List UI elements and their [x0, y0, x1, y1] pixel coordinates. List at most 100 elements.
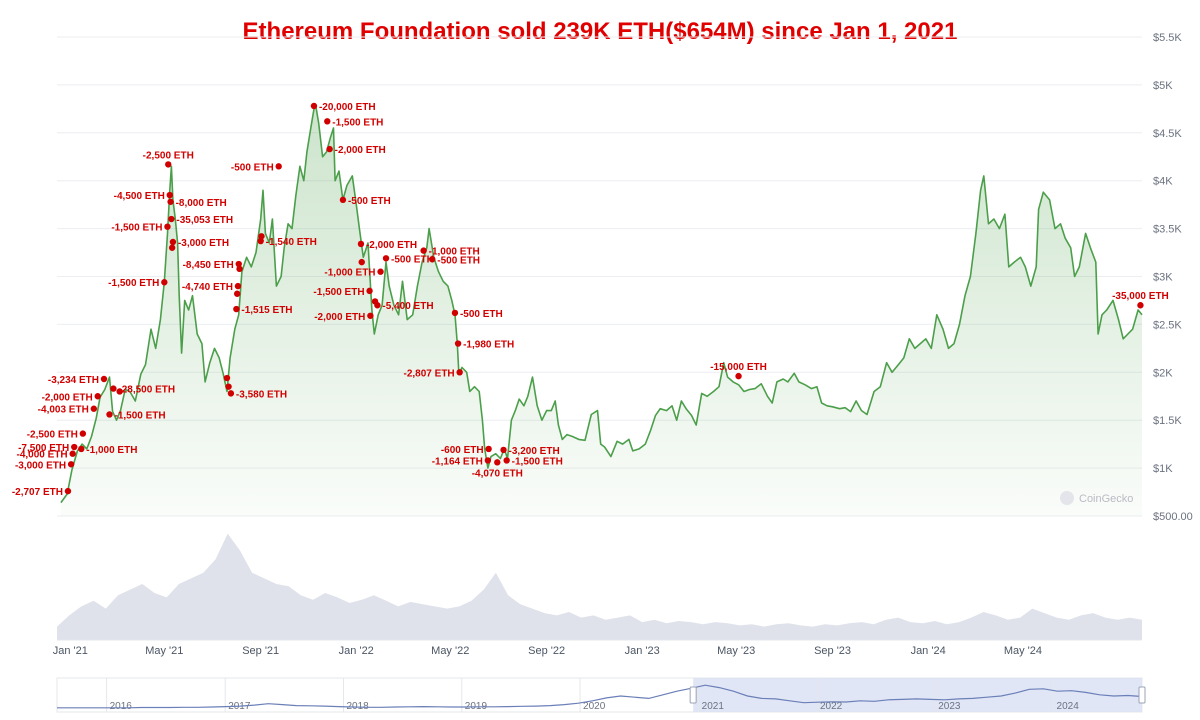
sale-label: -2,807 ETH: [404, 368, 455, 379]
sale-marker: [485, 445, 492, 453]
sale-label: -600 ETH: [441, 445, 484, 456]
navigator-line: [57, 684, 1143, 709]
sale-label: -2,500 ETH: [143, 150, 194, 161]
sale-label: -1,500 ETH: [512, 456, 563, 467]
navigator-selection: [693, 678, 1142, 712]
sale-marker: [339, 196, 347, 204]
navigator-handle-left[interactable]: [689, 686, 697, 704]
sale-marker: [94, 393, 101, 400]
sale-label: -2,000 ETH: [42, 392, 93, 403]
sale-label: -500 ETH: [460, 309, 503, 320]
sale-marker: [374, 302, 381, 309]
x-tick-label: Jan '23: [625, 645, 660, 657]
sale-label: -500 ETH: [437, 255, 480, 266]
sale-marker: [357, 240, 365, 248]
sale-marker: [79, 430, 87, 437]
sale-label: -1,515 ETH: [241, 305, 292, 316]
sale-marker: [165, 161, 172, 168]
sale-label: -2,000 ETH: [314, 312, 365, 323]
sale-marker: [161, 279, 168, 286]
navigator-year-label: 2023: [938, 701, 961, 712]
navigator-year-label: 2016: [110, 701, 133, 712]
sale-label: -15,000 ETH: [710, 362, 767, 373]
sale-marker: [67, 461, 75, 468]
sale-label: -28,500 ETH: [118, 385, 175, 396]
sale-marker: [377, 268, 384, 275]
sale-label: -1,980 ETH: [463, 340, 514, 351]
sale-label: -4,003 ETH: [38, 405, 89, 416]
sale-label: -1,500 ETH: [114, 410, 165, 421]
sale-marker: [257, 237, 264, 245]
sale-label: -3,200 ETH: [509, 446, 560, 457]
sale-label: -35,000 ETH: [1112, 291, 1169, 302]
sale-marker: [106, 411, 113, 418]
sale-marker: [503, 457, 510, 464]
sale-marker: [110, 385, 117, 392]
sale-marker: [69, 450, 76, 457]
sale-label: -500 ETH: [231, 162, 274, 173]
sale-marker: [235, 260, 242, 268]
navigator-handle-right[interactable]: [1138, 686, 1146, 704]
y-tick-label: $2K: [1153, 367, 1173, 379]
sale-marker: [166, 191, 174, 199]
x-tick-label: May '24: [1004, 645, 1042, 657]
y-tick-label: $4K: [1153, 176, 1173, 188]
y-tick-label: $5K: [1153, 80, 1173, 92]
sale-marker: [326, 145, 333, 153]
sale-label: -2,500 ETH: [27, 430, 78, 441]
sale-label: -1,500 ETH: [313, 287, 364, 298]
range-navigator: 2016 2017 2018 2019 2020 2021 2022 2023 2024: [56, 677, 1146, 713]
sale-marker: [223, 374, 231, 382]
x-tick-label: May '22: [431, 645, 469, 657]
sale-marker: [484, 457, 492, 464]
sale-marker: [456, 369, 463, 376]
y-tick-label: $1.5K: [1153, 415, 1182, 427]
sale-label: -1,500 ETH: [332, 117, 383, 128]
y-axis: $500.00 $1K $1.5K $2K $2.5K $3K $3.5K $4K $4.5K $…: [1153, 32, 1193, 523]
x-tick-label: Jan '22: [339, 645, 374, 657]
sale-marker: [429, 256, 436, 263]
sale-label: -500 ETH: [348, 196, 391, 207]
sale-marker: [116, 388, 123, 395]
y-tick-label: $500.00: [1153, 511, 1193, 523]
sale-label: -4,740 ETH: [182, 282, 233, 293]
sale-label: -3,234 ETH: [48, 375, 99, 386]
sale-marker: [275, 163, 282, 170]
sale-marker: [324, 118, 331, 125]
sale-marker: [451, 309, 459, 317]
sale-label: -1,540 ETH: [266, 237, 317, 248]
sale-marker: [494, 459, 501, 466]
navigator-year-label: 2021: [702, 701, 725, 712]
sale-marker: [366, 287, 373, 295]
x-tick-label: Jan '21: [53, 645, 88, 657]
price-area: [60, 104, 1142, 516]
sale-marker: [164, 223, 171, 230]
sale-marker: [382, 255, 390, 262]
sale-label: -4,000 ETH: [17, 450, 68, 461]
sale-marker: [168, 244, 176, 251]
navigator-year-label: 2020: [583, 701, 606, 712]
volume-area: [57, 533, 1142, 640]
sale-marker: [735, 372, 742, 380]
sale-label: -1,164 ETH: [432, 456, 483, 467]
sale-marker: [167, 198, 174, 205]
sale-marker: [500, 446, 507, 454]
y-tick-label: $2.5K: [1153, 319, 1182, 331]
sale-label: -500 ETH: [391, 254, 434, 265]
sale-label: -1,000 ETH: [86, 445, 137, 456]
sale-marker: [1137, 302, 1144, 309]
sale-marker: [233, 290, 241, 297]
sale-label: -8,000 ETH: [176, 198, 227, 209]
sale-marker: [367, 312, 374, 319]
sale-marker: [227, 390, 235, 397]
sale-marker: [78, 445, 85, 453]
watermark: CoinGecko: [1060, 491, 1133, 505]
navigator-year-label: 2024: [1057, 701, 1080, 712]
sale-label: -4,070 ETH: [472, 468, 523, 479]
sale-label: -1,000 ETH: [429, 247, 480, 258]
sale-label: -3,580 ETH: [236, 389, 287, 400]
sale-marker: [168, 215, 175, 223]
sale-marker: [358, 258, 365, 266]
y-tick-label: $3K: [1153, 272, 1173, 284]
